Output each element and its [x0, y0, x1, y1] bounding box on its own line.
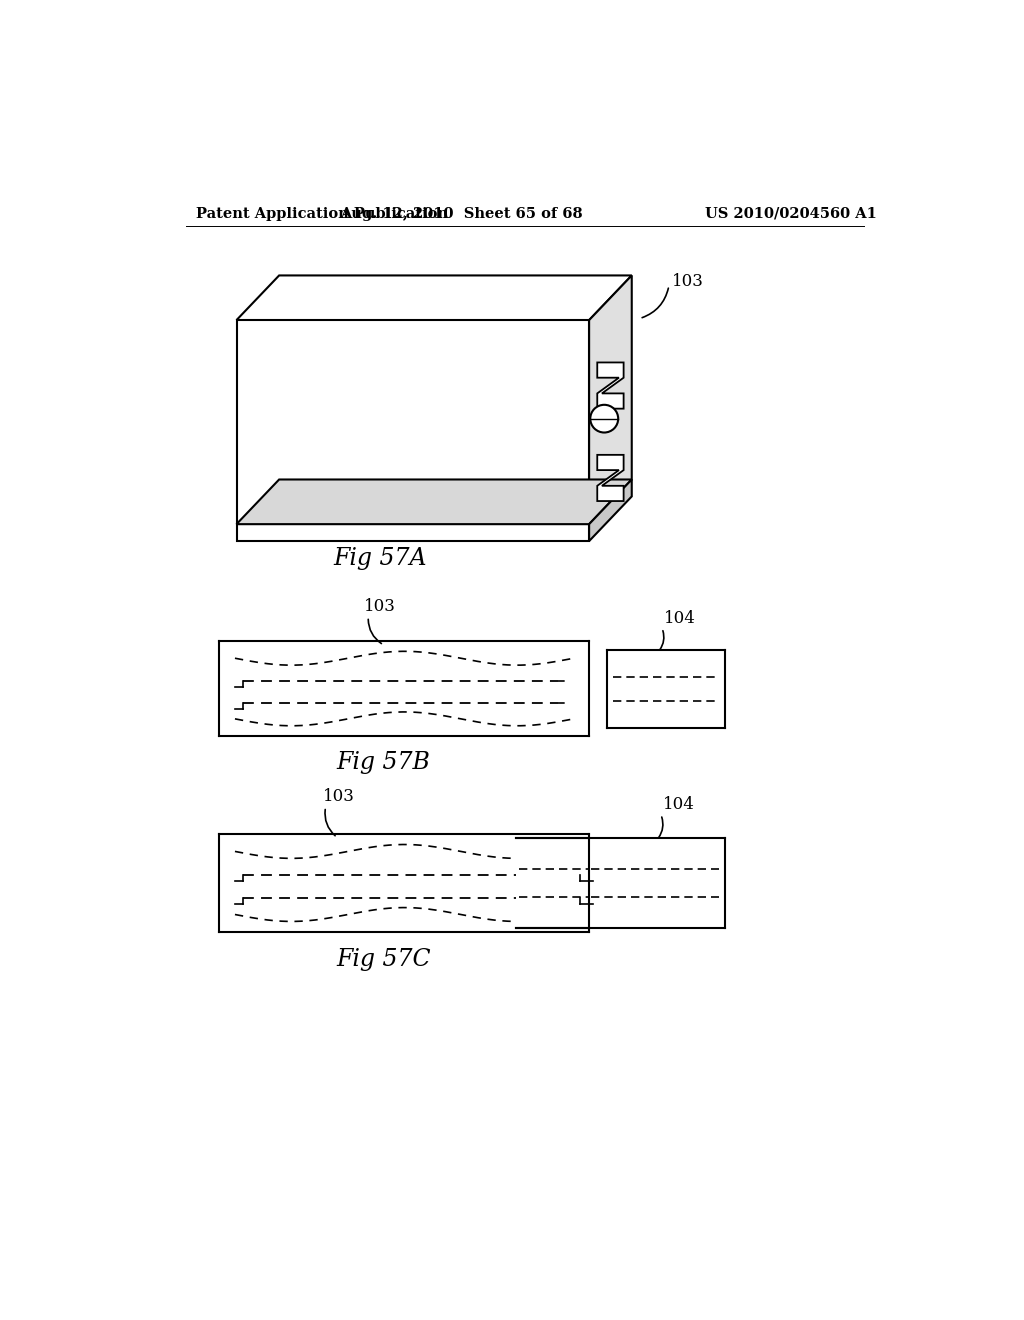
- Polygon shape: [237, 524, 589, 541]
- Text: 103: 103: [324, 788, 355, 805]
- Polygon shape: [237, 321, 589, 524]
- Polygon shape: [589, 479, 632, 541]
- Polygon shape: [515, 838, 725, 928]
- Text: Patent Application Publication: Patent Application Publication: [197, 207, 449, 220]
- Polygon shape: [589, 276, 632, 524]
- Text: Fig 57C: Fig 57C: [337, 948, 431, 970]
- Polygon shape: [597, 455, 624, 502]
- Polygon shape: [597, 363, 624, 409]
- Text: US 2010/0204560 A1: US 2010/0204560 A1: [705, 207, 877, 220]
- Text: Aug. 12, 2010  Sheet 65 of 68: Aug. 12, 2010 Sheet 65 of 68: [340, 207, 583, 220]
- Text: 103: 103: [672, 273, 703, 290]
- Text: 104: 104: [664, 796, 695, 813]
- Text: 103: 103: [365, 598, 396, 615]
- Text: 104: 104: [665, 610, 696, 627]
- Polygon shape: [237, 479, 632, 524]
- Text: Fig 57A: Fig 57A: [333, 548, 427, 570]
- Polygon shape: [237, 276, 632, 321]
- Circle shape: [590, 405, 618, 433]
- Text: Fig 57B: Fig 57B: [337, 751, 431, 775]
